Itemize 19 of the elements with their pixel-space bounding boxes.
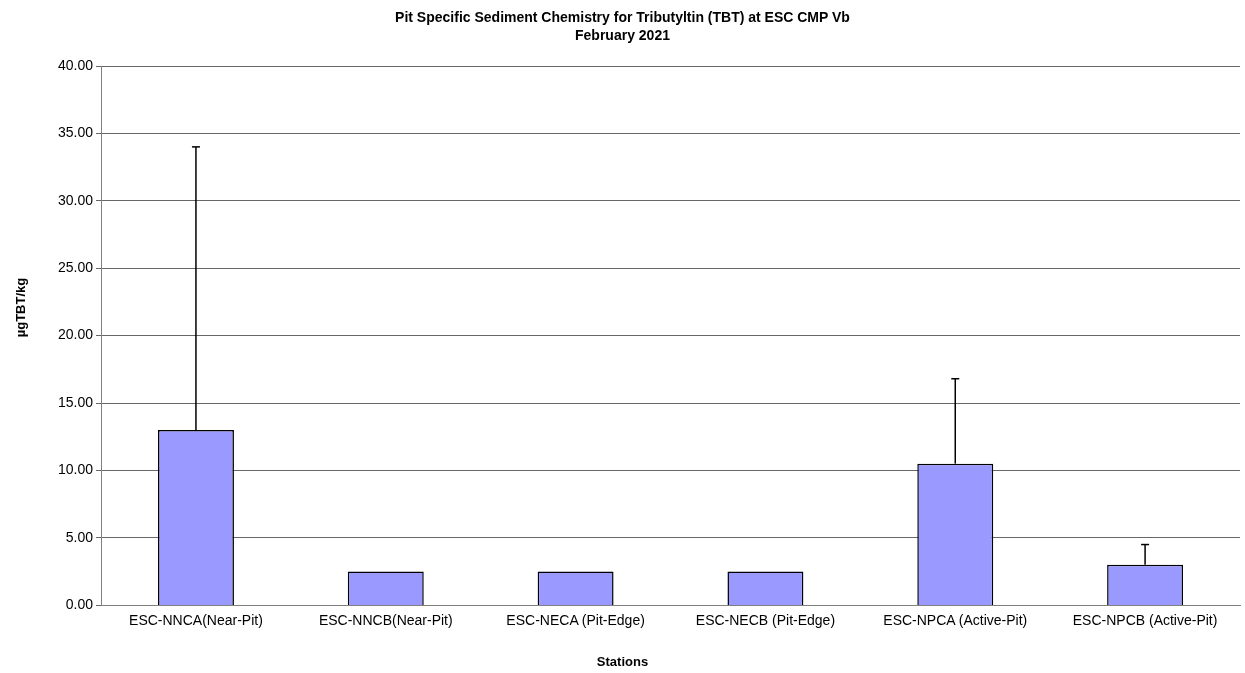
chart-subtitle: February 2021 [574, 26, 671, 44]
chart-title: Pit Specific Sediment Chemistry for Tributyltin (TBT) at ESC CMP Vb [394, 8, 851, 26]
y-tick-label: 5.00 [65, 528, 94, 545]
y-axis-title: µgTBT/kg [12, 276, 28, 340]
x-tick-label: ESC-NECB (Pit-Edge) [695, 612, 836, 629]
y-tick-label: 30.00 [57, 191, 94, 208]
y-tick-label: 20.00 [57, 326, 94, 343]
x-tick-label: ESC-NNCB(Near-Pit) [318, 612, 453, 629]
x-tick-label: ESC-NNCA(Near-Pit) [129, 612, 263, 629]
x-axis-title: Stations [595, 654, 650, 669]
x-tick-label: ESC-NECA (Pit-Edge) [506, 612, 645, 629]
y-tick-label: 0.00 [65, 596, 94, 613]
x-tick-label: ESC-NPCA (Active-Pit) [883, 612, 1028, 629]
y-tick-label: 40.00 [57, 56, 94, 73]
y-tick-label: 35.00 [57, 124, 94, 141]
y-tick-label: 15.00 [57, 393, 94, 410]
y-tick-label: 10.00 [57, 461, 94, 478]
y-tick-label: 25.00 [57, 259, 94, 276]
x-tick-label: ESC-NPCB (Active-Pit) [1072, 612, 1218, 629]
